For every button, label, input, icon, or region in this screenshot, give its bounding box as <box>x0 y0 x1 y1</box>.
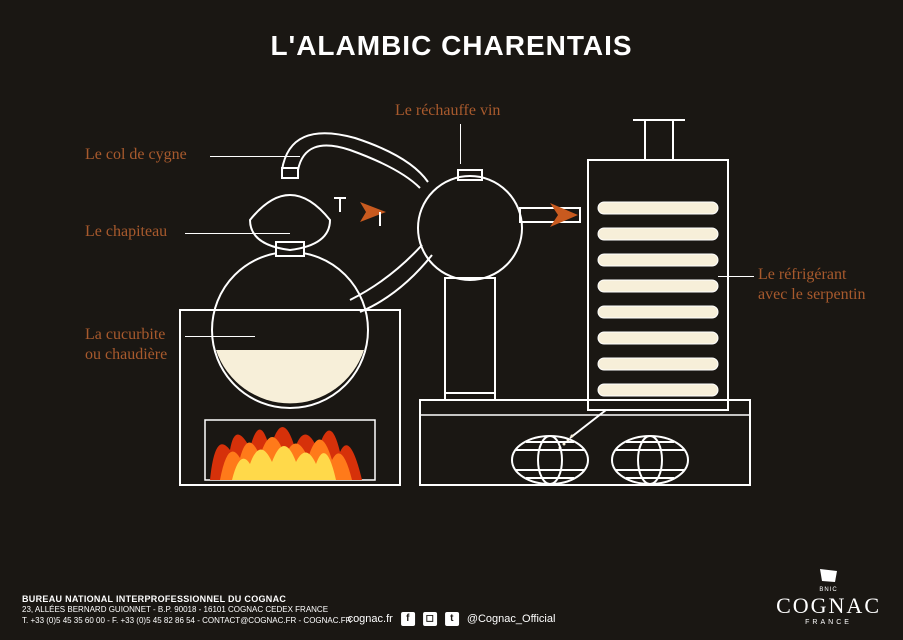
footer-center: cognac.fr f ◻ t @Cognac_Official <box>348 612 556 626</box>
instagram-icon: ◻ <box>423 612 437 626</box>
site-url: cognac.fr <box>348 613 393 625</box>
map-icon <box>817 567 841 585</box>
footer: BUREAU NATIONAL INTERPROFESSIONNEL DU CO… <box>22 594 881 626</box>
social-handle: @Cognac_Official <box>467 613 556 625</box>
facebook-icon: f <box>401 612 415 626</box>
org-name: BUREAU NATIONAL INTERPROFESSIONNEL DU CO… <box>22 594 881 606</box>
page-title: L'ALAMBIC CHARENTAIS <box>0 30 903 62</box>
footer-right: BNIC COGNAC FRANCE <box>776 567 881 626</box>
alambic-diagram <box>50 90 850 520</box>
brand-sub: FRANCE <box>776 619 881 626</box>
twitter-icon: t <box>445 612 459 626</box>
brand-name: COGNAC <box>776 593 881 619</box>
